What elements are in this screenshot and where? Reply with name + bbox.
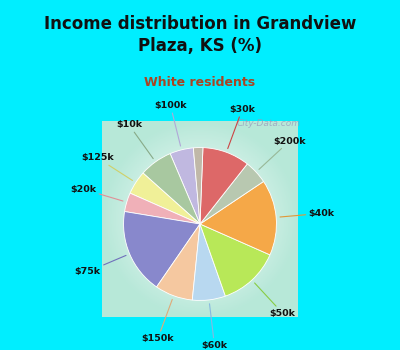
Wedge shape — [124, 211, 200, 287]
Wedge shape — [124, 193, 200, 224]
Text: $100k: $100k — [154, 101, 187, 146]
Text: $10k: $10k — [116, 120, 153, 159]
Wedge shape — [193, 148, 203, 224]
Wedge shape — [130, 173, 200, 224]
Wedge shape — [170, 148, 200, 224]
Wedge shape — [200, 182, 276, 255]
Text: $50k: $50k — [254, 283, 296, 318]
Text: Income distribution in Grandview
Plaza, KS (%): Income distribution in Grandview Plaza, … — [44, 15, 356, 55]
Text: $60k: $60k — [201, 304, 228, 350]
Wedge shape — [200, 148, 247, 224]
Text: City-Data.com: City-Data.com — [236, 119, 301, 128]
Wedge shape — [156, 224, 200, 300]
Wedge shape — [143, 154, 200, 224]
Text: $20k: $20k — [70, 185, 123, 201]
Text: $125k: $125k — [81, 154, 132, 181]
Wedge shape — [192, 224, 225, 300]
Wedge shape — [200, 224, 270, 296]
Wedge shape — [200, 164, 264, 224]
Text: $200k: $200k — [259, 137, 306, 169]
Text: White residents: White residents — [144, 76, 256, 90]
Text: $75k: $75k — [75, 256, 126, 276]
Text: $40k: $40k — [280, 209, 334, 218]
Text: $30k: $30k — [228, 105, 255, 149]
Text: $150k: $150k — [142, 299, 174, 343]
